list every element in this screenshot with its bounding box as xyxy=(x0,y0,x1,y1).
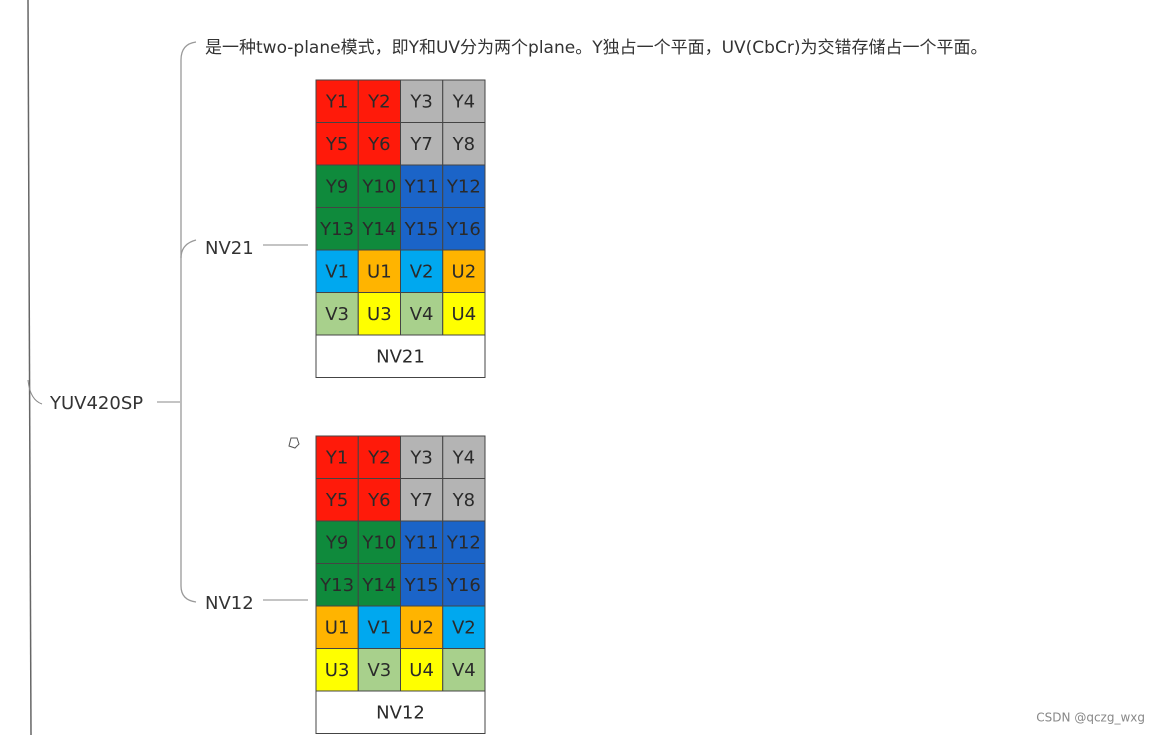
cursor-icon xyxy=(288,437,300,449)
cell-label: V3 xyxy=(325,304,349,325)
caption-cell xyxy=(315,334,486,378)
cell-label: U1 xyxy=(325,617,350,638)
cell-label: Y16 xyxy=(446,219,481,240)
grid-cell xyxy=(357,207,401,251)
grid-cell xyxy=(400,207,444,251)
cell-label: Y14 xyxy=(361,575,396,596)
grid-cell xyxy=(442,122,486,166)
grid-cell xyxy=(400,79,444,123)
grid-cell xyxy=(442,164,486,208)
cell-label: Y15 xyxy=(404,219,439,240)
grid-cell xyxy=(315,435,359,479)
cell-label: Y2 xyxy=(367,447,390,468)
cell-label: Y10 xyxy=(361,176,396,197)
cell-label: Y4 xyxy=(452,447,475,468)
cell-label: U2 xyxy=(409,617,434,638)
cell-label: Y5 xyxy=(325,490,348,511)
cell-label: V1 xyxy=(325,261,349,282)
grid-caption: NV12 xyxy=(376,702,425,723)
grid-cell xyxy=(400,249,444,293)
grid-cell xyxy=(357,435,401,479)
brace-branch xyxy=(180,239,197,259)
cell-label: U2 xyxy=(452,261,477,282)
grid-cell xyxy=(442,292,486,336)
grid-cell xyxy=(442,563,486,607)
cell-label: U4 xyxy=(409,660,434,681)
cell-label: Y1 xyxy=(325,447,348,468)
grid-cell xyxy=(315,292,359,336)
caption-cell xyxy=(315,690,486,734)
cell-label: Y5 xyxy=(325,134,348,155)
trunk-line xyxy=(27,0,32,735)
cell-label: Y11 xyxy=(404,532,439,553)
grid-cell xyxy=(357,164,401,208)
grid-cell xyxy=(442,435,486,479)
cell-label: Y7 xyxy=(409,490,432,511)
cell-label: Y8 xyxy=(452,490,475,511)
grid-cell xyxy=(315,520,359,564)
node-label: NV12 xyxy=(205,593,254,614)
cell-label: V4 xyxy=(410,304,434,325)
grid-cell xyxy=(442,520,486,564)
cell-label: V2 xyxy=(452,617,476,638)
cell-label: Y3 xyxy=(409,91,432,112)
cell-label: Y2 xyxy=(367,91,390,112)
grid-cell xyxy=(357,79,401,123)
grid-cell xyxy=(442,249,486,293)
grid-cell xyxy=(400,605,444,649)
cell-label: V4 xyxy=(452,660,476,681)
cell-label: Y6 xyxy=(367,490,390,511)
description: 是一种two-plane模式，即Y和UV分为两个plane。Y独占一个平面，UV… xyxy=(205,38,987,58)
root-connector xyxy=(27,379,43,405)
grid-cell xyxy=(315,164,359,208)
cell-label: Y10 xyxy=(361,532,396,553)
cell-label: Y13 xyxy=(319,219,354,240)
grid-cell xyxy=(442,207,486,251)
watermark: CSDN @qczg_wxg xyxy=(1036,711,1145,725)
cell-label: V2 xyxy=(410,261,434,282)
cell-label: Y3 xyxy=(409,447,432,468)
grid-cell xyxy=(400,435,444,479)
cell-label: V1 xyxy=(367,617,391,638)
cell-label: U1 xyxy=(367,261,392,282)
grid-cell xyxy=(357,520,401,564)
brace xyxy=(180,41,197,603)
cell-label: Y9 xyxy=(325,176,348,197)
root-label: YUV420SP xyxy=(49,393,143,414)
grid-cell xyxy=(400,563,444,607)
cell-label: Y8 xyxy=(452,134,475,155)
cell-label: U3 xyxy=(367,304,392,325)
grid-cell xyxy=(315,79,359,123)
grid-cell xyxy=(315,249,359,293)
cell-label: Y7 xyxy=(409,134,432,155)
cell-label: U4 xyxy=(452,304,477,325)
grid-cell xyxy=(442,605,486,649)
grid-cell xyxy=(315,207,359,251)
grid-cell xyxy=(400,292,444,336)
cell-label: Y4 xyxy=(452,91,475,112)
cell-label: Y16 xyxy=(446,575,481,596)
cell-label: Y1 xyxy=(325,91,348,112)
grid-cell xyxy=(357,249,401,293)
cell-label: U3 xyxy=(325,660,350,681)
grid-cell xyxy=(357,648,401,692)
cell-label: Y13 xyxy=(319,575,354,596)
grid-cell xyxy=(442,648,486,692)
cell-label: V3 xyxy=(367,660,391,681)
cell-label: Y6 xyxy=(367,134,390,155)
grid-caption: NV21 xyxy=(376,346,425,367)
cell-label: Y12 xyxy=(446,176,481,197)
cell-label: Y14 xyxy=(361,219,396,240)
grid-cell xyxy=(442,478,486,522)
cell-label: Y15 xyxy=(404,575,439,596)
grid-cell xyxy=(357,292,401,336)
cell-label: Y12 xyxy=(446,532,481,553)
cell-label: Y11 xyxy=(404,176,439,197)
cell-label: Y9 xyxy=(325,532,348,553)
grid-cell xyxy=(400,648,444,692)
node-label: NV21 xyxy=(205,238,254,259)
